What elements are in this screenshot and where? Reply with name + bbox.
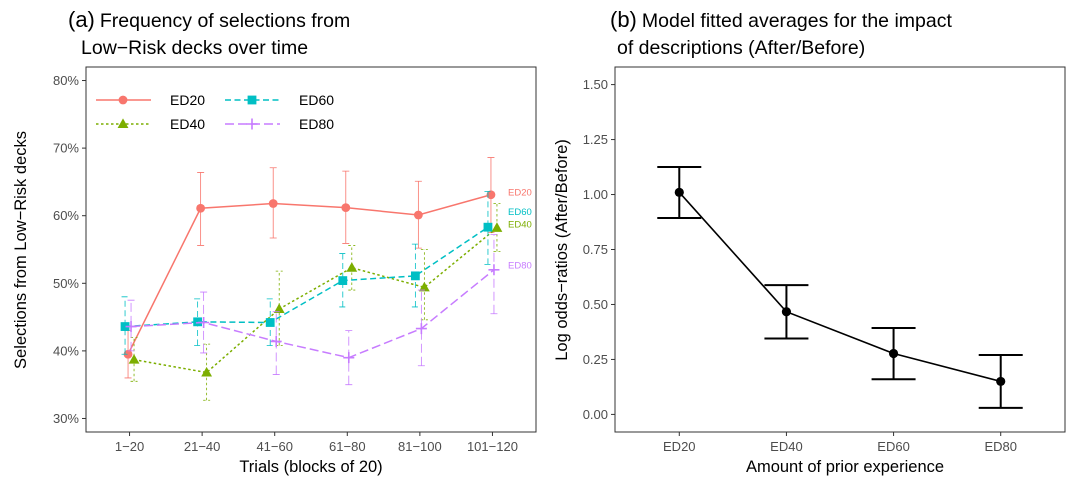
panel-a-data-point — [486, 190, 496, 200]
panel-b-y-label: Log odds−ratios (After/Before) — [553, 139, 571, 361]
panel-b-data-point — [888, 348, 899, 359]
panel-a-y-label: Selections from Low−Risk decks — [12, 131, 30, 369]
panel-b-data-point — [781, 307, 792, 317]
panel-a-x-tick-label: 1−20 — [115, 439, 144, 454]
legend-label-ED60: ED60 — [299, 92, 334, 108]
panel-b-title-line2: of descriptions (After/Before) — [617, 37, 865, 59]
panel-a-data-point — [268, 199, 278, 208]
panel-b-data-point — [996, 376, 1006, 387]
panel-b-y-tick-label: 1.25 — [583, 132, 608, 147]
panel-a-series-ED80 — [125, 234, 500, 386]
panel-a-y-tick-label: 40% — [53, 343, 79, 358]
panel-a-series-line — [133, 227, 498, 374]
panel-a-end-label: ED20 — [508, 188, 532, 199]
panel-b-x-tick-label: ED60 — [877, 439, 910, 454]
panel-a-error-bar — [417, 289, 425, 367]
panel-b-data-point — [674, 187, 684, 197]
panel-a-x-tick-label: 61−80 — [329, 439, 366, 454]
panel-a-data-point — [273, 303, 285, 313]
panel-a-end-label: ED80 — [508, 261, 532, 272]
panel-b-title-line1: (b) Model fitted averages for the impact — [610, 7, 952, 32]
panel-a-series-line — [131, 269, 495, 359]
panel-a-y-tick-label: 50% — [53, 276, 79, 291]
panel-b-x-tick-label: ED20 — [663, 439, 696, 454]
panel-a-error-bar — [127, 299, 135, 352]
panel-a-x-label: Trials (blocks of 20) — [239, 458, 382, 476]
panel-a-error-bar — [493, 203, 501, 252]
panel-a-x-tick-label: 21−40 — [184, 439, 221, 454]
legend-marker-ED80 — [246, 118, 258, 130]
panel-b-y-tick-label: 1.00 — [583, 187, 608, 202]
panel-a-y-tick-label: 80% — [53, 73, 79, 88]
panel-a-legend: ED20 ED40 ED60 ED80 — [96, 92, 334, 132]
panel-b-y-tick-label: 0.25 — [583, 352, 608, 367]
panel-a-data-point — [418, 281, 430, 292]
panel-b-y-tick-label: 1.50 — [583, 77, 608, 92]
panel-a-plot-area: 30% 40% 50% 60% 70% 80% 1−20 21−40 41−60 61−80 81−… — [53, 73, 532, 454]
panel-a-y-tick-label: 30% — [53, 411, 79, 426]
panel-a-data-point — [196, 203, 206, 213]
panel-a-y-tick-label: 60% — [53, 208, 79, 223]
panel-a-data-point — [270, 335, 282, 347]
panel-a-data-point — [483, 222, 493, 232]
panel-a-data-point — [198, 317, 210, 328]
legend-marker-ED60 — [247, 95, 257, 105]
panel-a-data-point — [415, 323, 427, 335]
panel-a-data-point — [265, 318, 275, 327]
legend-marker-ED40 — [117, 118, 129, 128]
panel-a-x-tick-label: 101−120 — [467, 439, 518, 454]
panel-a-series-ED60 — [120, 190, 493, 355]
panel-b-y-tick-label: 0.75 — [583, 242, 608, 257]
legend-label-ED80: ED80 — [299, 116, 334, 132]
panel-b-x-tick-label: ED80 — [984, 439, 1017, 454]
panel-a-data-point — [488, 264, 500, 276]
panel-a-data-point — [338, 276, 348, 285]
panel-a-y-tick-label: 70% — [53, 141, 79, 156]
panel-b-y-tick-label: 0.50 — [583, 297, 608, 312]
panel-a-data-point — [491, 222, 503, 232]
panel-a-data-point — [413, 210, 423, 220]
panel-a-x-tick-label: 41−60 — [256, 439, 293, 454]
panel-a-data-point — [201, 366, 213, 377]
panel-a-error-bar — [203, 343, 211, 401]
panel-a-series-line — [124, 226, 489, 328]
legend-label-ED40: ED40 — [170, 116, 205, 132]
panel-b-x-tick-label: ED40 — [770, 439, 803, 454]
panel-a-series-ED40 — [128, 203, 503, 401]
panel-a-series-line — [127, 194, 492, 355]
panel-b-x-label: Amount of prior experience — [746, 458, 944, 476]
panel-b-series — [657, 166, 1023, 409]
panel-a-x-tick-label: 81−100 — [398, 439, 442, 454]
panel-a-series-ED20 — [123, 157, 496, 379]
panel-a-data-point — [193, 317, 203, 327]
legend-label-ED20: ED20 — [170, 92, 205, 108]
panel-a-error-bar — [339, 253, 347, 308]
panel-b-plot-area: 0.00 0.25 0.50 0.75 1.00 1.25 1.50 ED20 ED40 ED60… — [583, 77, 1023, 454]
panel-a-title-line2: Low−Risk decks over time — [81, 37, 308, 59]
panel-a-data-point — [410, 271, 420, 281]
panel-a-data-point — [341, 203, 351, 212]
panel-b-series-line — [678, 191, 1001, 383]
panel-a-data-point — [128, 354, 140, 364]
panel-a-error-bar — [484, 190, 492, 265]
panel-a-data-point — [346, 262, 358, 272]
panel-a-data-point — [125, 321, 137, 333]
panel-b-y-tick-label: 0.00 — [583, 407, 608, 422]
panel-a-data-point — [343, 352, 355, 364]
panel-a-end-label: ED60 — [508, 207, 532, 218]
panel-a-end-label: ED40 — [508, 219, 532, 230]
panel-b-frame — [614, 66, 1066, 433]
legend-marker-ED20 — [118, 95, 128, 105]
panel-a-title-line1: (a) Frequency of selections from — [68, 7, 350, 32]
panel-a-data-point — [123, 349, 133, 359]
panel-a-data-point — [120, 322, 130, 331]
panel-a-frame — [85, 66, 537, 433]
